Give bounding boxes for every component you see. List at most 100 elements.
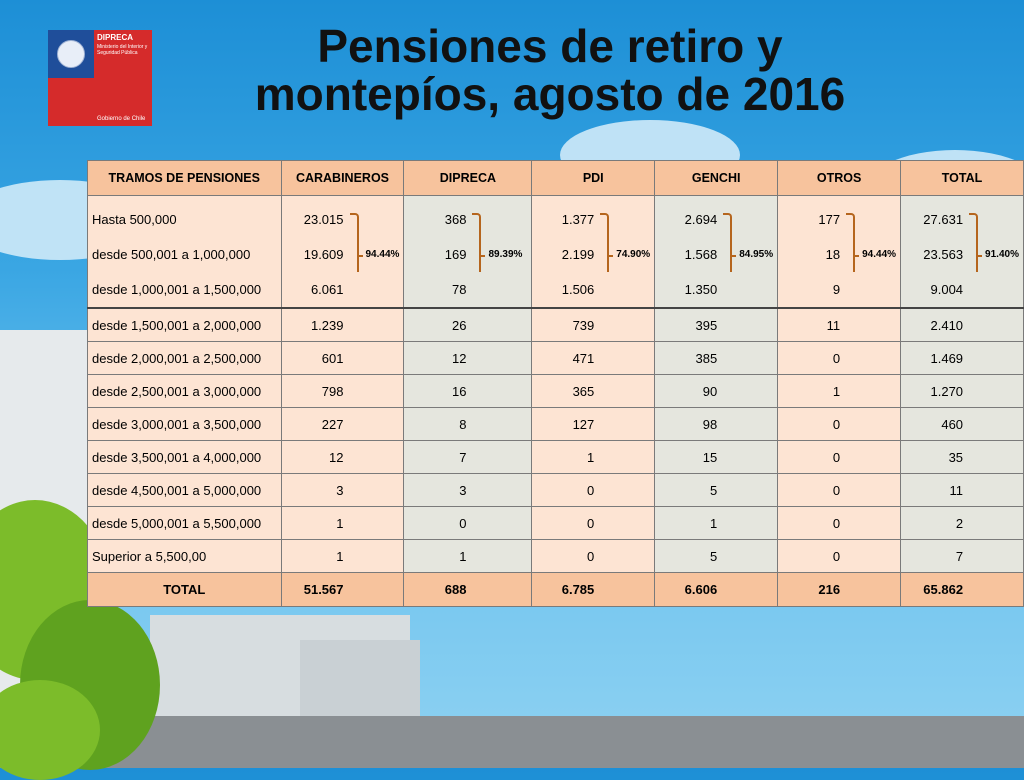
value-text: 3 (459, 482, 467, 498)
value-text: 0 (587, 515, 595, 531)
value-text: 12 (452, 350, 467, 366)
value-text: 1.568 (684, 247, 718, 262)
logo-government: Gobierno de Chile (97, 116, 146, 122)
header-otros: OTROS (777, 160, 902, 196)
value-cell: 460 (900, 407, 1024, 441)
value-text: 1 (587, 449, 595, 465)
value-text: 0 (832, 515, 841, 531)
total-value: 6.785 (531, 572, 656, 607)
logo-ministry: Ministerio del Interior y Seguridad Públ… (97, 44, 148, 56)
value-cell: 9 (777, 272, 902, 309)
value-text: 1.239 (310, 317, 344, 333)
value-cell: 1 (280, 539, 405, 573)
dipreca-logo: DIPRECA Ministerio del Interior y Seguri… (48, 30, 152, 126)
value-text: 739 (572, 317, 595, 333)
value-text: 16 (452, 383, 467, 399)
value-cell: 6.061 (280, 272, 405, 309)
value-cell: 12 (280, 440, 405, 474)
value-cell: 15 (654, 440, 779, 474)
value-text: 7 (955, 548, 964, 564)
value-cell: 5 (654, 473, 779, 507)
value-cell: 739 (531, 307, 656, 342)
value-cell: 1.239 (280, 307, 405, 342)
value-cell: 368 (403, 195, 533, 237)
road-decoration (0, 716, 1024, 768)
value-text: 1.469 (930, 350, 964, 366)
header-genchi: GENCHI (654, 160, 779, 196)
value-cell: 127 (531, 407, 656, 441)
value-text: 471 (572, 350, 595, 366)
value-cell: 9.004 (900, 272, 1024, 309)
value-text: 798 (321, 383, 344, 399)
value-cell: 7 (403, 440, 533, 474)
value-text: 27.631 (923, 212, 964, 227)
value-cell: 7 (900, 539, 1024, 573)
total-value: 65.862 (900, 572, 1024, 607)
value-text: 8 (459, 416, 467, 432)
total-value-text: 51.567 (303, 582, 344, 597)
header-carabineros: CARABINEROS (280, 160, 405, 196)
value-cell: 23.015 (280, 195, 405, 237)
percent-label: 84.95% (739, 249, 774, 260)
row-label: desde 1,000,001 a 1,500,000 (87, 272, 282, 309)
table-row: desde 1,500,001 a 2,000,000 1.239 26 739 395… (87, 307, 1024, 342)
percent-label: 74.90% (616, 249, 651, 260)
value-cell: 1.469 (900, 341, 1024, 375)
value-cell: 1.270 (900, 374, 1024, 408)
value-text: 2.199 (561, 247, 595, 262)
value-text: 2.694 (684, 212, 718, 227)
value-text: 15 (702, 449, 718, 465)
value-cell: 98 (654, 407, 779, 441)
total-value-text: 65.862 (923, 582, 964, 597)
row-label: desde 2,000,001 a 2,500,000 (87, 341, 282, 375)
coat-of-arms-icon (57, 40, 85, 68)
value-cell: 18 94.44% (777, 212, 902, 297)
value-text: 127 (572, 416, 595, 432)
value-text: 11 (949, 482, 964, 498)
table-row: desde 5,000,001 a 5,500,000 1 0 0 1 0 2 (87, 506, 1024, 540)
value-cell: 385 (654, 341, 779, 375)
percent-label: 94.44% (862, 249, 897, 260)
value-cell: 19.609 94.44% (280, 212, 405, 297)
value-cell: 365 (531, 374, 656, 408)
value-text: 11 (826, 317, 841, 333)
value-text: 169 (444, 247, 467, 262)
total-value: 51.567 (280, 572, 405, 607)
total-value-text: 6.606 (684, 582, 718, 597)
header-total: TOTAL (900, 160, 1024, 196)
value-text: 98 (702, 416, 718, 432)
row-label: desde 500,001 a 1,000,000 (87, 237, 282, 272)
value-cell: 1.377 (531, 195, 656, 237)
percent-label: 89.39% (488, 249, 523, 260)
header-dipreca: DIPRECA (403, 160, 533, 196)
value-text: 460 (941, 416, 964, 432)
total-value: 216 (777, 572, 902, 607)
value-cell: 227 (280, 407, 405, 441)
value-cell: 2.199 74.90% (531, 212, 656, 297)
header-tramos: TRAMOS DE PENSIONES (87, 160, 282, 196)
value-cell: 601 (280, 341, 405, 375)
logo-name: DIPRECA (97, 33, 134, 42)
value-text: 0 (832, 548, 841, 564)
value-text: 1 (832, 383, 841, 399)
table-row: desde 1,000,001 a 1,500,000 6.061 78 1.506 1… (87, 272, 1024, 309)
value-text: 365 (572, 383, 595, 399)
row-label: Hasta 500,000 (87, 195, 282, 237)
value-text: 1 (459, 548, 467, 564)
value-text: 18 (825, 247, 841, 262)
row-label: desde 5,000,001 a 5,500,000 (87, 506, 282, 540)
value-text: 0 (832, 449, 841, 465)
value-cell: 0 (777, 341, 902, 375)
total-value-text: 216 (818, 582, 841, 597)
value-cell: 1 (403, 539, 533, 573)
value-cell: 471 (531, 341, 656, 375)
value-text: 227 (321, 416, 344, 432)
value-cell: 8 (403, 407, 533, 441)
value-text: 9.004 (930, 282, 964, 297)
value-cell: 2 (900, 506, 1024, 540)
value-text: 78 (452, 282, 467, 297)
value-cell: 1.506 (531, 272, 656, 309)
value-cell: 0 (777, 506, 902, 540)
value-text: 0 (459, 515, 467, 531)
value-text: 368 (444, 212, 467, 227)
